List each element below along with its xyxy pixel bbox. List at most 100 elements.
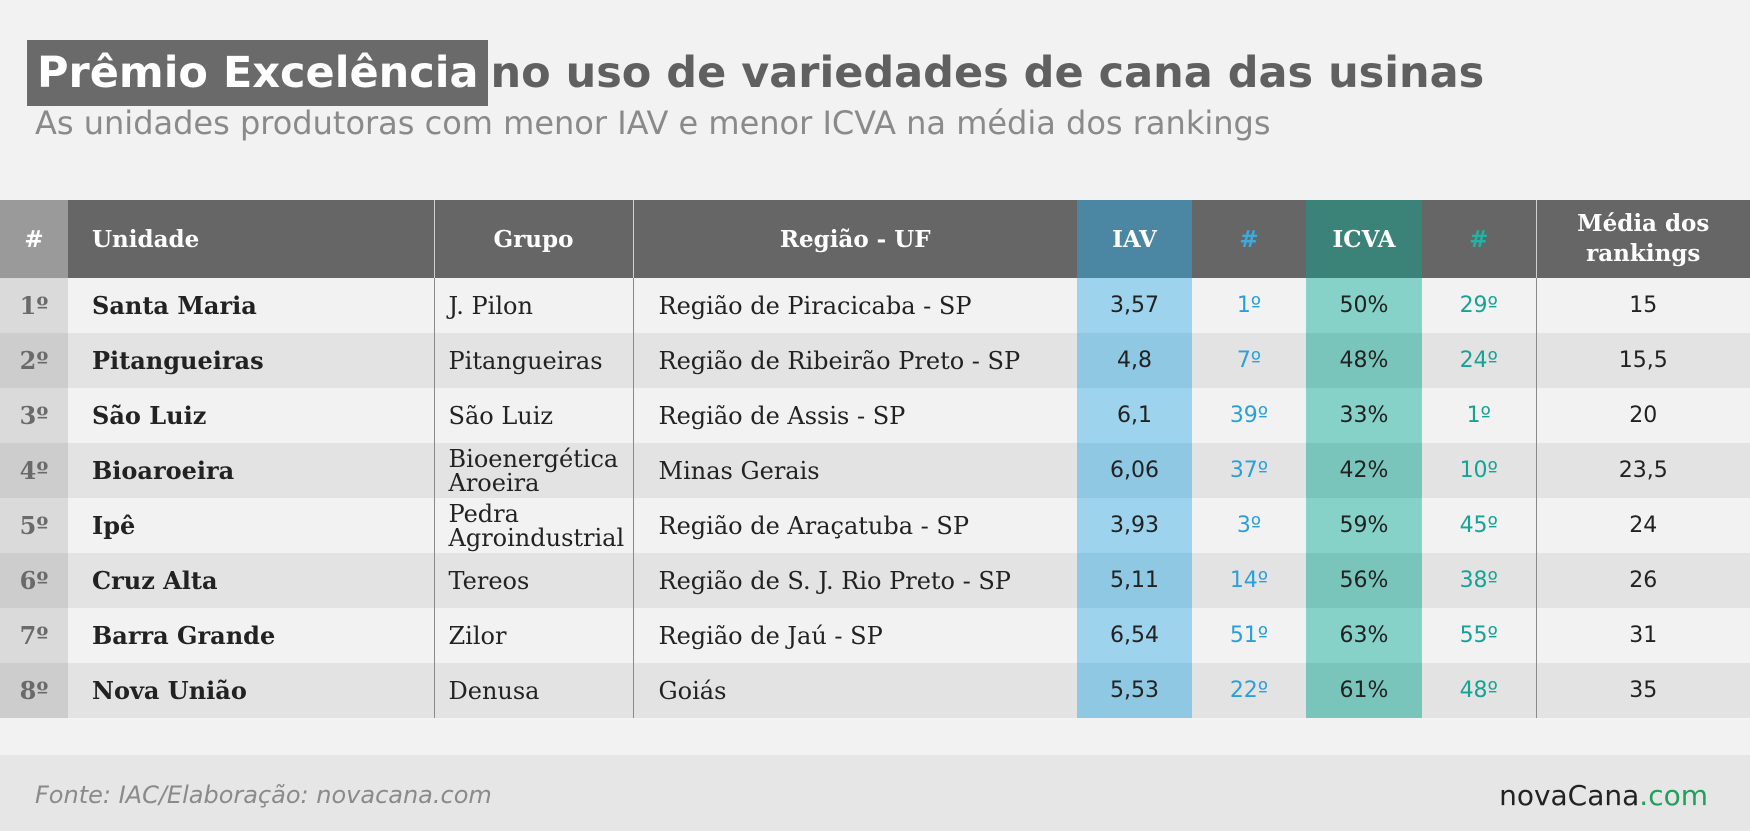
cell-rank: 1º (0, 278, 68, 333)
cell-media: 15,5 (1535, 333, 1750, 388)
cell-icva-rank: 24º (1422, 333, 1536, 388)
cell-iav-rank: 14º (1192, 553, 1306, 608)
cell-icva-rank: 48º (1422, 663, 1536, 718)
title-highlight: Prêmio Excelência (27, 40, 489, 106)
cell-icva-rank: 45º (1422, 498, 1536, 553)
cell-icva: 50% (1306, 278, 1422, 333)
cell-icva-rank: 29º (1422, 278, 1536, 333)
cell-icva: 33% (1306, 388, 1422, 443)
cell-icva-rank: 1º (1422, 388, 1536, 443)
logo-domain: .com (1639, 779, 1708, 812)
cell-unidade: São Luiz (68, 388, 434, 443)
cell-regiao: Minas Gerais (632, 443, 1077, 498)
cell-media: 31 (1535, 608, 1750, 663)
cell-rank: 6º (0, 553, 68, 608)
table-row: 4º Bioaroeira Bioenergética Aroeira Minas G… (0, 443, 1750, 498)
cell-media: 15 (1535, 278, 1750, 333)
cell-regiao: Goiás (632, 663, 1077, 718)
cell-unidade: Cruz Alta (68, 553, 434, 608)
cell-rank: 4º (0, 443, 68, 498)
cell-regiao: Região de S. J. Rio Preto - SP (632, 553, 1077, 608)
cell-icva: 61% (1306, 663, 1422, 718)
table-row: 3º São Luiz São Luiz Região de Assis - SP 6,… (0, 388, 1750, 443)
column-header-iav-rank: # (1192, 200, 1306, 278)
table-row: 8º Nova União Denusa Goiás 5,53 22º 61% 48º 35 (0, 663, 1750, 718)
column-header-icva-rank: # (1422, 200, 1536, 278)
cell-grupo: Denusa (433, 663, 633, 718)
table-row: 1º Santa Maria J. Pilon Região de Piracicab… (0, 278, 1750, 333)
cell-icva: 56% (1306, 553, 1422, 608)
cell-unidade: Santa Maria (68, 278, 434, 333)
column-header-iav: IAV (1077, 200, 1192, 278)
cell-media: 35 (1535, 663, 1750, 718)
cell-rank: 7º (0, 608, 68, 663)
cell-grupo: Zilor (433, 608, 633, 663)
ranking-table: # Unidade Grupo Região - UF IAV # ICVA #… (0, 200, 1750, 718)
cell-regiao: Região de Jaú - SP (632, 608, 1077, 663)
cell-iav-rank: 51º (1192, 608, 1306, 663)
cell-iav: 5,53 (1077, 663, 1192, 718)
source-note: Fonte: IAC/Elaboração: novacana.com (35, 781, 492, 809)
cell-media: 24 (1535, 498, 1750, 553)
cell-icva: 59% (1306, 498, 1422, 553)
cell-iav: 3,57 (1077, 278, 1192, 333)
novacana-logo: novaCana.com (1499, 779, 1708, 812)
table-row: 6º Cruz Alta Tereos Região de S. J. Rio Pre… (0, 553, 1750, 608)
cell-regiao: Região de Piracicaba - SP (632, 278, 1077, 333)
cell-grupo: Bioenergética Aroeira (433, 443, 633, 498)
column-header-grupo: Grupo (433, 200, 633, 278)
cell-icva: 48% (1306, 333, 1422, 388)
column-header-unidade: Unidade (68, 200, 434, 278)
cell-iav-rank: 39º (1192, 388, 1306, 443)
cell-rank: 5º (0, 498, 68, 553)
cell-icva: 42% (1306, 443, 1422, 498)
cell-icva-rank: 10º (1422, 443, 1536, 498)
cell-grupo: São Luiz (433, 388, 633, 443)
footer: Fonte: IAC/Elaboração: novacana.com nova… (0, 755, 1750, 831)
table-header-row: # Unidade Grupo Região - UF IAV # ICVA #… (0, 200, 1750, 278)
column-header-regiao: Região - UF (632, 200, 1077, 278)
title: Prêmio Excelência no uso de variedades d… (27, 40, 1484, 106)
cell-iav-rank: 7º (1192, 333, 1306, 388)
cell-unidade: Nova União (68, 663, 434, 718)
cell-icva-rank: 38º (1422, 553, 1536, 608)
cell-unidade: Bioaroeira (68, 443, 434, 498)
cell-iav: 6,54 (1077, 608, 1192, 663)
column-header-rank: # (0, 200, 68, 278)
cell-media: 26 (1535, 553, 1750, 608)
cell-grupo: Pedra Agroindustrial (433, 498, 633, 553)
cell-unidade: Ipê (68, 498, 434, 553)
cell-iav: 6,06 (1077, 443, 1192, 498)
cell-grupo: Pitangueiras (433, 333, 633, 388)
cell-regiao: Região de Assis - SP (632, 388, 1077, 443)
cell-iav: 4,8 (1077, 333, 1192, 388)
subtitle: As unidades produtoras com menor IAV e m… (35, 104, 1271, 142)
logo-main: novaCana (1499, 779, 1640, 812)
cell-iav-rank: 37º (1192, 443, 1306, 498)
title-rest: no uso de variedades de cana das usinas (490, 48, 1485, 98)
cell-iav: 5,11 (1077, 553, 1192, 608)
cell-iav-rank: 22º (1192, 663, 1306, 718)
cell-rank: 8º (0, 663, 68, 718)
cell-grupo: J. Pilon (433, 278, 633, 333)
cell-rank: 2º (0, 333, 68, 388)
cell-unidade: Pitangueiras (68, 333, 434, 388)
cell-iav-rank: 1º (1192, 278, 1306, 333)
cell-iav: 6,1 (1077, 388, 1192, 443)
cell-regiao: Região de Araçatuba - SP (632, 498, 1077, 553)
table-row: 7º Barra Grande Zilor Região de Jaú - SP 6,5… (0, 608, 1750, 663)
cell-media: 20 (1535, 388, 1750, 443)
cell-rank: 3º (0, 388, 68, 443)
cell-media: 23,5 (1535, 443, 1750, 498)
table-row: 5º Ipê Pedra Agroindustrial Região de Araça… (0, 498, 1750, 553)
cell-iav: 3,93 (1077, 498, 1192, 553)
column-header-media: Média dos rankings (1535, 200, 1750, 278)
cell-grupo: Tereos (433, 553, 633, 608)
cell-iav-rank: 3º (1192, 498, 1306, 553)
column-header-icva: ICVA (1306, 200, 1422, 278)
cell-unidade: Barra Grande (68, 608, 434, 663)
cell-icva: 63% (1306, 608, 1422, 663)
cell-icva-rank: 55º (1422, 608, 1536, 663)
cell-regiao: Região de Ribeirão Preto - SP (632, 333, 1077, 388)
table-row: 2º Pitangueiras Pitangueiras Região de Ribe… (0, 333, 1750, 388)
